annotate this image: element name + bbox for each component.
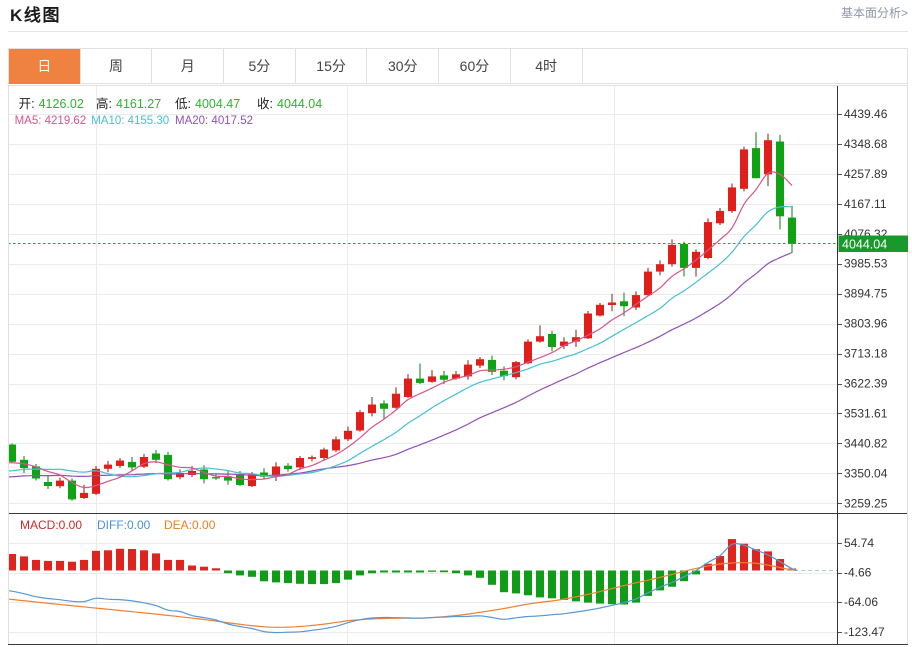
svg-text:4439.46: 4439.46 [844, 107, 888, 121]
svg-text:-123.47: -123.47 [844, 625, 885, 639]
svg-text:-64.06: -64.06 [844, 595, 878, 609]
svg-text:-4.66: -4.66 [844, 566, 872, 580]
svg-text:4257.89: 4257.89 [844, 167, 888, 181]
svg-text:3440.82: 3440.82 [844, 436, 888, 450]
svg-text:3894.75: 3894.75 [844, 287, 888, 301]
svg-text:54.74: 54.74 [844, 536, 874, 550]
svg-text:4167.11: 4167.11 [844, 197, 887, 211]
svg-text:3803.96: 3803.96 [844, 317, 888, 331]
svg-text:4044.04: 4044.04 [842, 238, 887, 252]
svg-text:3531.61: 3531.61 [844, 407, 888, 421]
svg-text:3350.04: 3350.04 [844, 466, 888, 480]
svg-text:3622.39: 3622.39 [844, 377, 888, 391]
svg-text:4348.68: 4348.68 [844, 137, 888, 151]
svg-text:3985.53: 3985.53 [844, 257, 888, 271]
svg-text:3713.18: 3713.18 [844, 347, 888, 361]
svg-text:3259.25: 3259.25 [844, 496, 888, 510]
